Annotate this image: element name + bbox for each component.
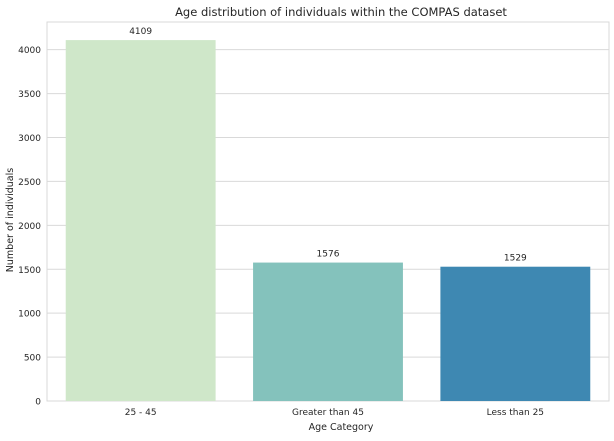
y-tick-label: 4000 [18, 46, 41, 56]
bar [65, 40, 216, 401]
y-tick-label: 3000 [18, 134, 41, 144]
bar-value-label: 4109 [129, 27, 152, 37]
bar [440, 266, 591, 401]
x-tick-label: Less than 25 [487, 408, 544, 418]
bar-value-label: 1576 [317, 250, 340, 260]
y-tick-label: 1000 [18, 310, 41, 320]
chart-title: Age distribution of individuals within t… [175, 5, 507, 19]
y-tick-label: 3500 [18, 90, 41, 100]
x-tick-label: Greater than 45 [292, 408, 364, 418]
y-tick-labels: 0 500 1000 1500 2000 2500 3000 3500 4000 [18, 46, 41, 407]
y-tick-label: 2500 [18, 178, 41, 188]
bar [253, 262, 403, 401]
x-tick-labels: 25 - 45 Greater than 45 Less than 25 [125, 408, 544, 418]
y-tick-label: 2000 [18, 222, 41, 232]
x-axis-label: Age Category [309, 422, 374, 433]
y-tick-label: 500 [24, 354, 41, 364]
bar-value-label: 1529 [504, 254, 527, 264]
bars [65, 40, 591, 401]
y-tick-label: 1500 [18, 266, 41, 276]
y-tick-label: 0 [35, 398, 41, 408]
bar-value-labels: 4109 1576 1529 [129, 27, 527, 264]
y-axis-label: Number of individuals [5, 168, 16, 272]
x-tick-label: 25 - 45 [125, 408, 157, 418]
